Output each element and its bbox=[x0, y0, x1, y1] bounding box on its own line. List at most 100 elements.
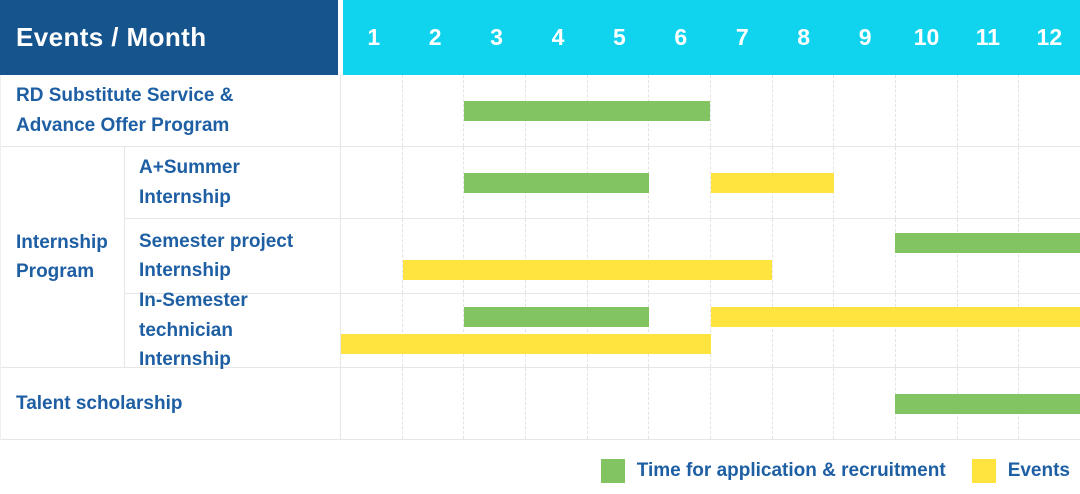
gantt-bar-application bbox=[895, 393, 1080, 414]
bar-line bbox=[341, 100, 1080, 121]
grid-column bbox=[834, 147, 897, 218]
row-label-in-semester-technician: In-Semester technician Internship bbox=[125, 290, 341, 370]
gantt-bar-application bbox=[464, 172, 649, 193]
bar-lines bbox=[341, 368, 1080, 439]
grid-column bbox=[958, 219, 1020, 293]
grid-column bbox=[588, 294, 650, 367]
grid-column bbox=[834, 219, 897, 293]
grid-column bbox=[649, 294, 712, 367]
legend-label: Time for application & recruitment bbox=[636, 460, 946, 481]
events-month-header: Events / Month bbox=[0, 0, 338, 75]
bar-lines bbox=[341, 147, 1080, 218]
row-label-a-plus-summer: A+Summer Internship bbox=[125, 147, 341, 218]
row-talent-scholarship: Talent scholarship bbox=[1, 368, 1080, 440]
legend-item-event: Events bbox=[971, 459, 1070, 483]
bar-line bbox=[341, 232, 1080, 253]
grid-column bbox=[773, 294, 835, 367]
grid-column bbox=[403, 75, 465, 146]
row-label-rd-substitute: RD Substitute Service & Advance Offer Pr… bbox=[1, 75, 341, 146]
chart-cell-semester-project bbox=[341, 219, 1080, 293]
grid-column bbox=[834, 75, 897, 146]
month-header-row: 1 2 3 4 5 6 7 8 9 10 11 12 bbox=[343, 0, 1080, 75]
gantt-bar-event bbox=[710, 307, 1080, 327]
grid-column bbox=[958, 147, 1020, 218]
row-in-semester-technician: In-Semester technician Internship bbox=[125, 290, 1080, 370]
row-a-plus-summer: A+Summer Internship bbox=[125, 147, 1080, 219]
grid-column bbox=[773, 75, 835, 146]
grid-column bbox=[341, 147, 403, 218]
grid-column bbox=[341, 75, 403, 146]
grid-column bbox=[773, 219, 835, 293]
month-label-2: 2 bbox=[428, 24, 442, 50]
legend-item-application: Time for application & recruitment bbox=[600, 459, 946, 483]
chart-cell-talent-scholarship bbox=[341, 368, 1080, 439]
grid-column bbox=[341, 368, 403, 439]
grid-column bbox=[403, 294, 465, 367]
chart-cell-a-plus-summer bbox=[341, 147, 1080, 218]
month-label-1: 1 bbox=[367, 24, 381, 50]
grid-column bbox=[711, 368, 773, 439]
legend-label: Events bbox=[1007, 460, 1070, 481]
chart-cell-rd-substitute bbox=[341, 75, 1080, 146]
group-label-internship-program: Internship Program bbox=[1, 147, 125, 367]
internship-program-subrows: A+Summer Internship Semester project Int… bbox=[125, 147, 1080, 370]
month-label-7: 7 bbox=[735, 24, 749, 50]
grid-column bbox=[464, 368, 527, 439]
month-label-6: 6 bbox=[674, 24, 688, 50]
bar-lines bbox=[341, 294, 1080, 367]
row-label-semester-project: Semester project Internship bbox=[125, 219, 341, 293]
row-semester-project: Semester project Internship bbox=[125, 219, 1080, 294]
month-grid bbox=[341, 294, 1080, 367]
bar-line bbox=[341, 393, 1080, 414]
gantt-bar-application bbox=[464, 307, 649, 327]
grid-column bbox=[896, 294, 958, 367]
bar-lines bbox=[341, 219, 1080, 293]
month-grid bbox=[341, 219, 1080, 293]
grid-column bbox=[958, 75, 1020, 146]
gantt-bar-event bbox=[402, 259, 773, 280]
grid-column bbox=[773, 147, 835, 218]
internship-program-group: Internship Program A+Summer Internship S… bbox=[1, 147, 1080, 370]
grid-column bbox=[403, 147, 465, 218]
grid-column bbox=[896, 147, 958, 218]
bar-line bbox=[341, 307, 1080, 327]
table-body: RD Substitute Service & Advance Offer Pr… bbox=[0, 75, 1080, 440]
month-label-9: 9 bbox=[858, 24, 872, 50]
grid-column bbox=[403, 368, 465, 439]
grid-column bbox=[711, 294, 773, 367]
month-label-3: 3 bbox=[490, 24, 503, 50]
grid-column bbox=[526, 294, 588, 367]
gantt-bar-application bbox=[464, 100, 711, 121]
row-label-talent-scholarship: Talent scholarship bbox=[1, 368, 341, 439]
grid-column bbox=[896, 219, 958, 293]
chart-cell-in-semester-technician bbox=[341, 294, 1080, 367]
grid-column bbox=[649, 75, 712, 146]
grid-column bbox=[649, 368, 712, 439]
grid-column bbox=[958, 294, 1020, 367]
row-rd-substitute: RD Substitute Service & Advance Offer Pr… bbox=[1, 75, 1080, 147]
gantt-bar-event bbox=[710, 172, 834, 193]
month-label-8: 8 bbox=[797, 24, 811, 50]
gantt-bar-application bbox=[895, 232, 1080, 253]
month-label-12: 12 bbox=[1036, 24, 1063, 50]
gantt-bar-event bbox=[341, 334, 711, 354]
header-divider bbox=[338, 0, 343, 75]
legend-swatch-application bbox=[600, 459, 625, 483]
bar-lines bbox=[341, 75, 1080, 146]
grid-column bbox=[896, 75, 958, 146]
month-label-5: 5 bbox=[613, 24, 626, 50]
grid-column bbox=[588, 219, 650, 293]
legend: Time for application & recruitment Events bbox=[0, 440, 1080, 494]
grid-column bbox=[403, 219, 465, 293]
grid-column bbox=[464, 219, 527, 293]
bar-line bbox=[341, 334, 1080, 354]
grid-column bbox=[773, 368, 835, 439]
month-label-4: 4 bbox=[551, 24, 565, 50]
grid-column bbox=[588, 368, 650, 439]
grid-column bbox=[341, 294, 403, 367]
grid-column bbox=[526, 219, 588, 293]
table-header-row: Events / Month 1 2 3 4 5 6 7 8 9 10 11 12 bbox=[0, 0, 1080, 75]
grid-column bbox=[711, 219, 773, 293]
grid-column bbox=[711, 75, 773, 146]
